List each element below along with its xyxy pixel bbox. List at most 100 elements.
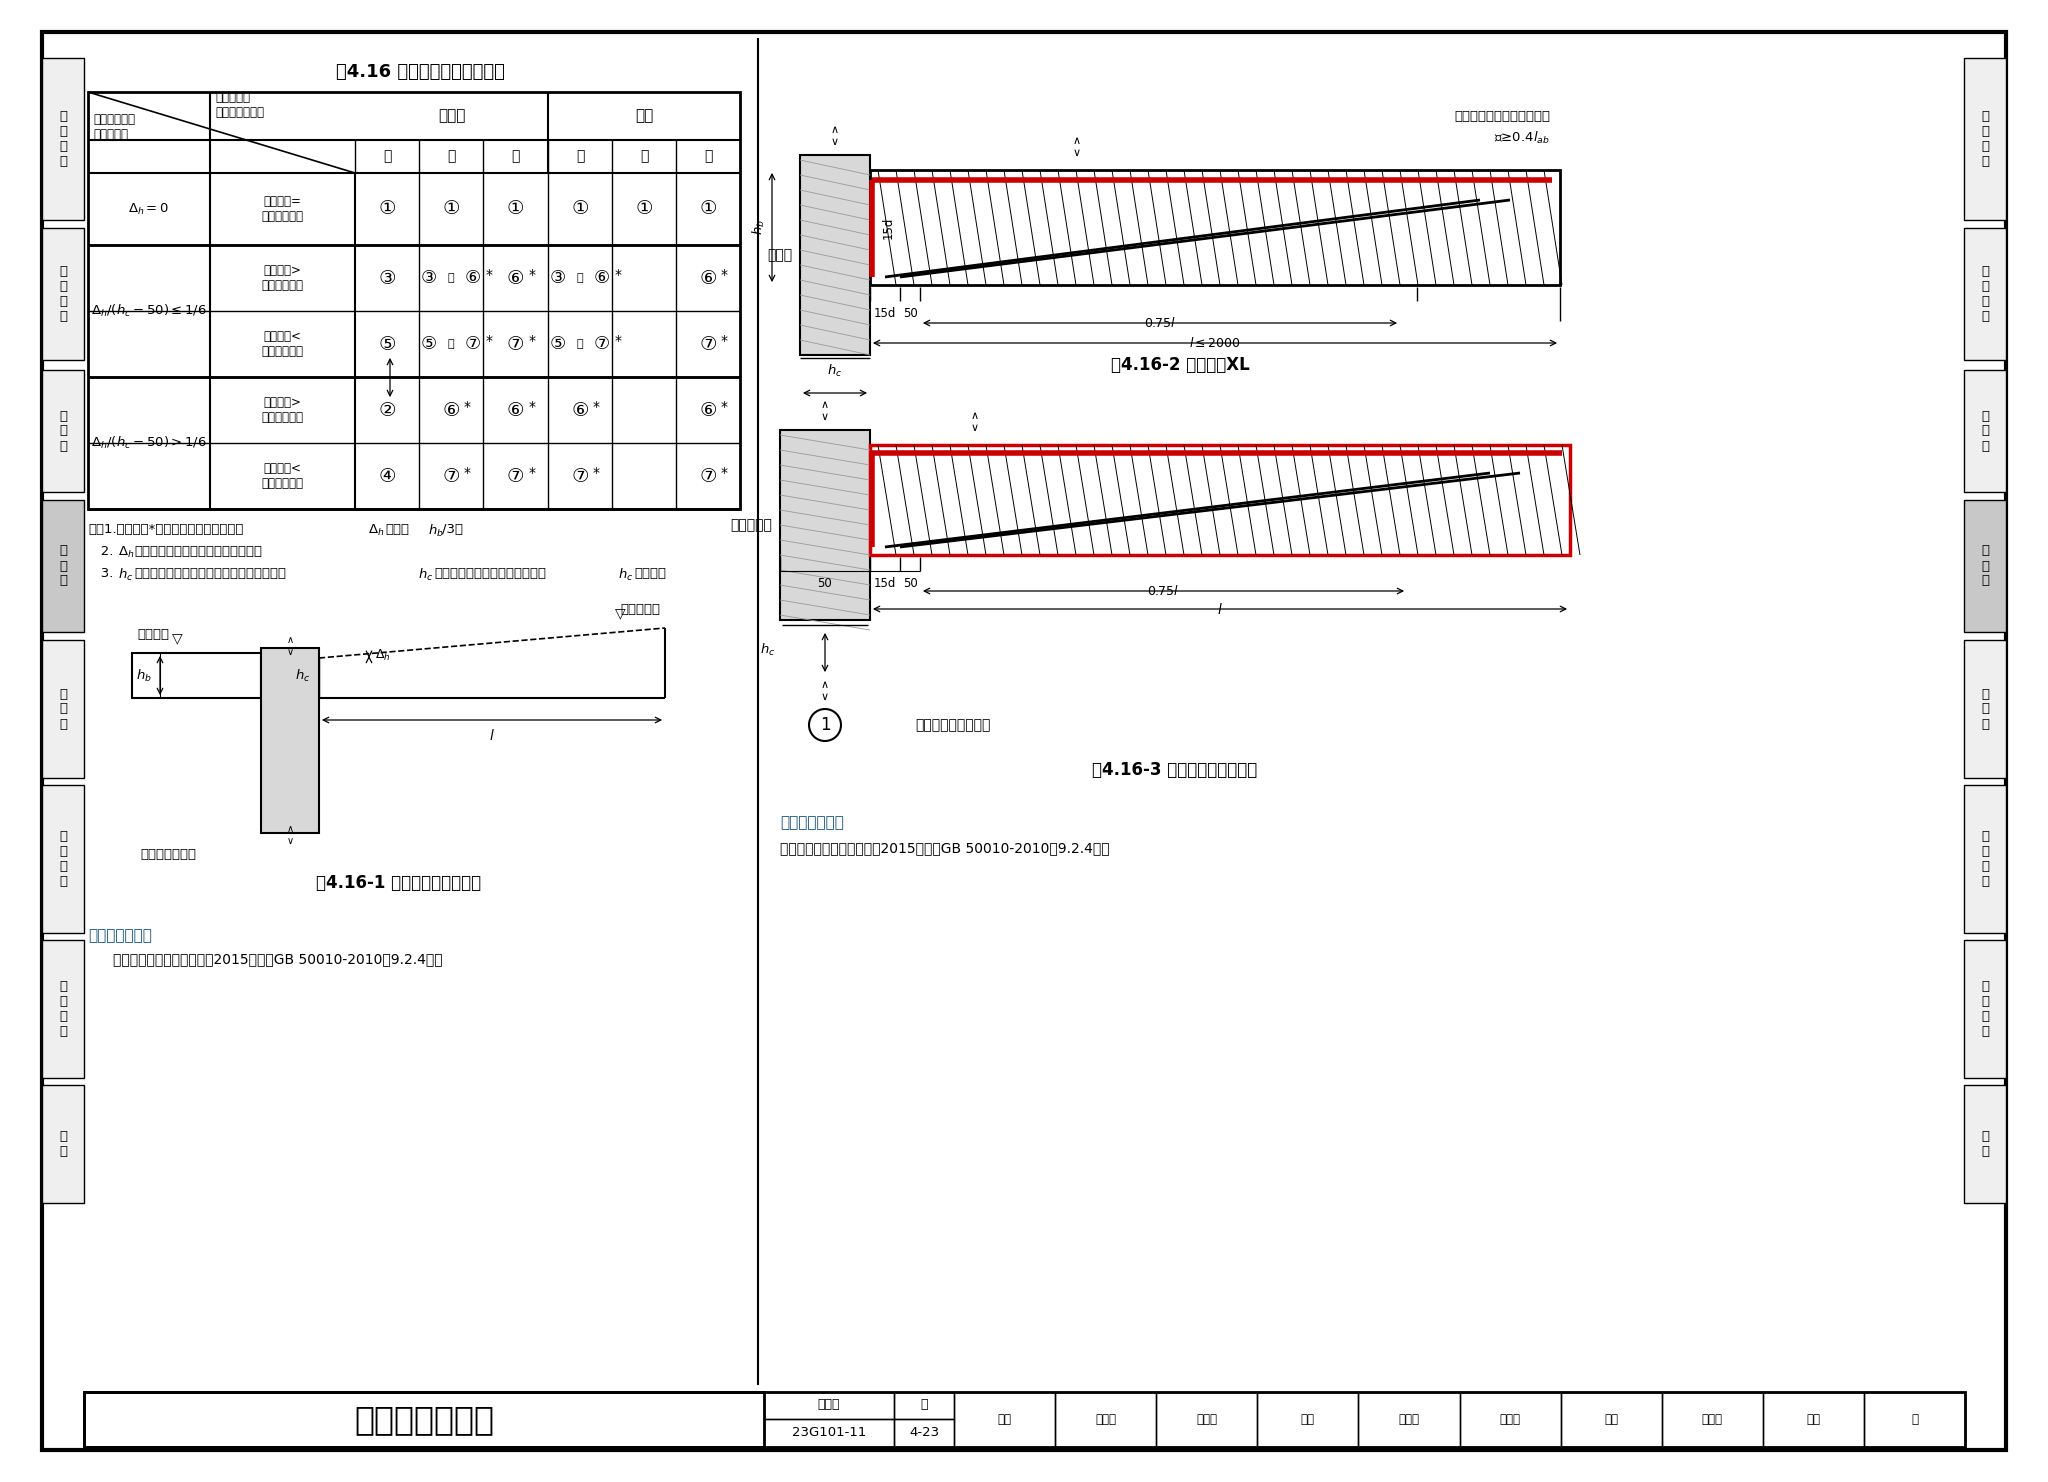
- Text: 为梁宽。: 为梁宽。: [635, 568, 666, 579]
- Text: 一
般
构
造: 一 般 构 造: [59, 110, 68, 167]
- Bar: [1964, 640, 2005, 778]
- Text: ⑥: ⑥: [442, 400, 459, 419]
- Text: 或: 或: [578, 273, 584, 283]
- Text: 校对: 校对: [1300, 1412, 1315, 1426]
- Text: 图集号: 图集号: [817, 1399, 840, 1411]
- Text: 梁
构
造: 梁 构 造: [1980, 544, 1989, 587]
- Text: 15d: 15d: [881, 216, 895, 239]
- Bar: [1964, 499, 2005, 631]
- Bar: [43, 228, 84, 360]
- Text: *: *: [721, 465, 727, 480]
- Text: 梁顶标高<
悬臂梁顶标高: 梁顶标高< 悬臂梁顶标高: [262, 330, 303, 359]
- Text: ③: ③: [379, 268, 395, 288]
- Text: *: *: [528, 333, 535, 348]
- Text: *: *: [594, 465, 600, 480]
- Bar: [1460, 1392, 1561, 1446]
- Text: $\Delta_h$: $\Delta_h$: [375, 648, 391, 662]
- Text: $h_c$: $h_c$: [295, 668, 311, 685]
- Text: *: *: [721, 333, 727, 348]
- Bar: [1964, 1085, 2005, 1203]
- Text: 或: 或: [449, 273, 455, 283]
- Text: ⑦: ⑦: [698, 335, 717, 354]
- Text: ①: ①: [698, 200, 717, 218]
- Text: 《混凝土结构设计规范》（2015年版）GB 50010-2010第9.2.4条。: 《混凝土结构设计规范》（2015年版）GB 50010-2010第9.2.4条。: [780, 840, 1110, 855]
- Text: $h_c$: $h_c$: [618, 568, 633, 582]
- Text: 《混凝土结构设计规范》（2015年版）GB 50010-2010第9.2.4条。: 《混凝土结构设计规范》（2015年版）GB 50010-2010第9.2.4条。: [113, 951, 442, 966]
- Text: 肖军器: 肖军器: [1702, 1412, 1722, 1426]
- Bar: [1358, 1392, 1460, 1446]
- Text: *: *: [614, 268, 623, 282]
- Bar: [43, 640, 84, 778]
- Text: 板
构
造: 板 构 造: [59, 688, 68, 731]
- Text: 柱、墙或梁: 柱、墙或梁: [731, 519, 772, 532]
- Text: $\Delta_h$: $\Delta_h$: [369, 523, 385, 538]
- Bar: [1964, 228, 2005, 360]
- Text: ①: ①: [442, 200, 459, 218]
- Text: *: *: [485, 268, 494, 282]
- Text: ③: ③: [551, 270, 565, 288]
- Text: 中间层: 中间层: [438, 108, 465, 123]
- Bar: [43, 785, 84, 934]
- Text: ⑦: ⑦: [594, 335, 610, 353]
- Text: *: *: [721, 400, 727, 413]
- Bar: [1964, 370, 2005, 492]
- Text: 页: 页: [920, 1399, 928, 1411]
- Text: *: *: [614, 333, 623, 348]
- Text: ⑥: ⑥: [698, 268, 717, 288]
- Text: $h_c$: $h_c$: [827, 363, 842, 379]
- Text: ⑥: ⑥: [571, 400, 588, 419]
- Text: $h_b$: $h_b$: [428, 523, 444, 539]
- Text: 楼
梯
构
造: 楼 梯 构 造: [1980, 980, 1989, 1037]
- Text: ①: ①: [379, 200, 395, 218]
- Text: 高志富: 高志富: [1096, 1412, 1116, 1426]
- Text: $l\leq 2000$: $l\leq 2000$: [1190, 336, 1241, 350]
- Text: ∧
∨: ∧ ∨: [831, 126, 840, 147]
- Text: $h_c$: $h_c$: [119, 568, 133, 582]
- Text: 梁顶标高: 梁顶标高: [137, 628, 170, 642]
- Text: 附
录: 附 录: [59, 1129, 68, 1157]
- Text: 伸至柱或墙外侧纵筋内侧，: 伸至柱或墙外侧纵筋内侧，: [1454, 110, 1550, 123]
- Text: 且≥0.4$l_{ab}$: 且≥0.4$l_{ab}$: [1495, 130, 1550, 147]
- Bar: [1964, 785, 2005, 934]
- Text: 柱: 柱: [575, 150, 584, 163]
- Bar: [870, 445, 1571, 554]
- Text: 表4.16 悬臂梁构造节点选用表: 表4.16 悬臂梁构造节点选用表: [336, 64, 504, 82]
- Bar: [260, 648, 319, 833]
- Bar: [1157, 1392, 1257, 1446]
- Text: ④: ④: [379, 467, 395, 486]
- Text: 0.75$l$: 0.75$l$: [1147, 584, 1180, 599]
- Text: 基
础
构
造: 基 础 构 造: [59, 830, 68, 888]
- Text: $\Delta_h/(h_c-50)>1/6$: $\Delta_h/(h_c-50)>1/6$: [90, 434, 207, 451]
- Text: 剪
力
墙: 剪 力 墙: [59, 409, 68, 452]
- Text: 梁顶标高>
悬臂梁顶标高: 梁顶标高> 悬臂梁顶标高: [262, 264, 303, 292]
- Text: 屋面: 屋面: [635, 108, 653, 123]
- Text: 50: 50: [903, 307, 918, 320]
- Text: ⑤: ⑤: [379, 335, 395, 354]
- Text: /3。: /3。: [442, 523, 463, 536]
- Bar: [764, 1392, 895, 1418]
- Text: ∧
∨: ∧ ∨: [971, 412, 979, 433]
- Text: $l$: $l$: [489, 728, 496, 742]
- Text: 0.75$l$: 0.75$l$: [1145, 316, 1176, 330]
- Text: 为墙体厚度；支座为梁时，图中: 为墙体厚度；支座为梁时，图中: [434, 568, 547, 579]
- Text: 相关标准条文：: 相关标准条文：: [88, 928, 152, 943]
- Text: 柱
和
节
点: 柱 和 节 点: [59, 265, 68, 323]
- Text: 板
构
造: 板 构 造: [1980, 688, 1989, 731]
- Text: 柱、剪力墙或梁: 柱、剪力墙或梁: [139, 848, 197, 861]
- Text: 50: 50: [903, 576, 918, 590]
- Bar: [131, 654, 260, 698]
- Text: ∧
∨: ∧ ∨: [287, 824, 293, 846]
- Bar: [43, 58, 84, 219]
- Text: ⑥: ⑥: [506, 400, 524, 419]
- Text: $\Delta_h/(h_c-50)\leq 1/6$: $\Delta_h/(h_c-50)\leq 1/6$: [90, 302, 207, 319]
- Bar: [1964, 58, 2005, 219]
- Text: 李帮银: 李帮银: [1499, 1412, 1520, 1426]
- Bar: [43, 940, 84, 1077]
- Text: 楼层位置、
节点或支座形式: 楼层位置、 节点或支座形式: [215, 92, 264, 120]
- Text: $\Delta_h$: $\Delta_h$: [119, 545, 135, 560]
- Text: ∧
∨: ∧ ∨: [821, 400, 829, 422]
- Text: 梁顶标高=
悬臂梁顶标高: 梁顶标高= 悬臂梁顶标高: [262, 196, 303, 222]
- Text: 设计: 设计: [1604, 1412, 1618, 1426]
- Text: *: *: [528, 400, 535, 413]
- Text: *: *: [528, 268, 535, 282]
